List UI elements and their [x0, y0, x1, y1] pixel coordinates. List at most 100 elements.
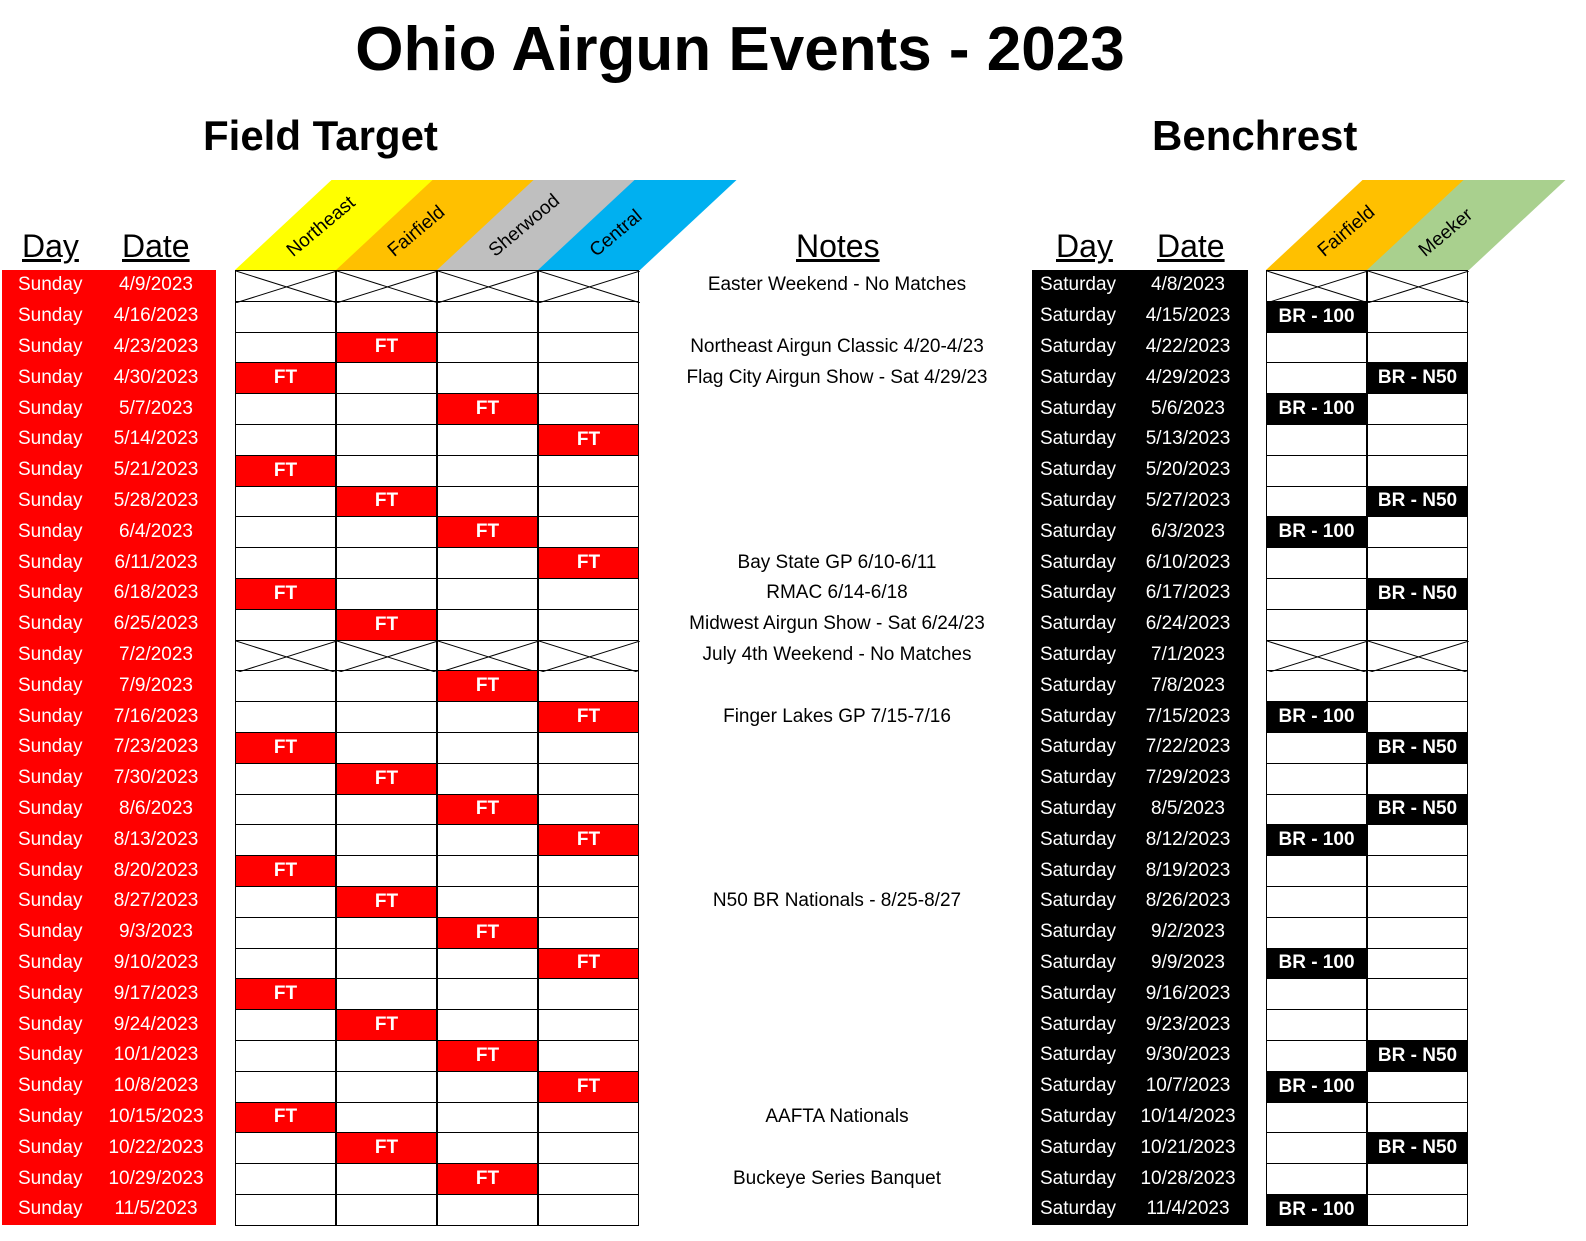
page-title: Ohio Airgun Events - 2023 [355, 15, 1125, 84]
ft-date: 10/29/2023 [108, 1167, 204, 1189]
br-day: Saturday [1040, 859, 1117, 881]
ft-day: Sunday [18, 736, 83, 758]
ft-date: 8/20/2023 [113, 859, 199, 881]
br-day: Saturday [1040, 643, 1117, 665]
ft-date: 8/13/2023 [113, 828, 199, 850]
br-match-cell: BR - N50 [1367, 1040, 1468, 1072]
br-empty-cell [1266, 886, 1367, 918]
br-date: 8/19/2023 [1145, 859, 1231, 881]
ft-match-cell: FT [538, 701, 639, 733]
br-date: 7/15/2023 [1145, 705, 1231, 727]
br-empty-cell [1367, 608, 1468, 641]
br-empty-cell [1367, 454, 1468, 487]
event-note: Buckeye Series Banquet [732, 1167, 942, 1189]
br-date: 9/9/2023 [1151, 951, 1225, 973]
ft-date: 6/11/2023 [114, 551, 198, 573]
br-empty-cell [1266, 331, 1367, 364]
br-date: 10/21/2023 [1140, 1136, 1236, 1158]
ft-empty-cell [437, 1132, 538, 1165]
ft-empty-cell [336, 947, 437, 980]
br-empty-cell [1367, 1070, 1468, 1103]
ft-empty-cell [538, 578, 639, 610]
br-date: 9/23/2023 [1145, 1013, 1231, 1035]
br-empty-cell [1266, 1163, 1367, 1195]
ft-day: Sunday [18, 397, 83, 419]
br-date: 8/26/2023 [1145, 890, 1231, 912]
ft-match-cell: FT [336, 331, 437, 364]
ft-day: Sunday [18, 582, 83, 604]
ft-date: 7/23/2023 [113, 736, 199, 758]
br-day-header: Day [1056, 228, 1113, 264]
ft-closed-cell [538, 639, 640, 673]
ft-match-cell: FT [235, 454, 336, 487]
br-day: Saturday [1040, 366, 1117, 388]
ft-empty-cell [437, 1194, 538, 1226]
br-date: 4/15/2023 [1145, 305, 1231, 327]
ft-empty-cell [235, 762, 336, 795]
ft-day: Sunday [18, 643, 83, 665]
br-match-cell: BR - 100 [1266, 701, 1367, 733]
ft-empty-cell [336, 424, 437, 456]
br-match-cell: BR - N50 [1367, 793, 1468, 826]
ft-empty-cell [336, 824, 437, 857]
ft-empty-cell [235, 793, 336, 826]
ft-date: 6/4/2023 [119, 520, 193, 542]
ft-empty-cell [437, 947, 538, 980]
ft-date: 10/22/2023 [108, 1136, 204, 1158]
br-empty-cell [1367, 701, 1468, 733]
br-date: 10/7/2023 [1145, 1075, 1231, 1097]
br-day: Saturday [1040, 1013, 1117, 1035]
br-day: Saturday [1040, 1075, 1117, 1097]
ft-empty-cell [336, 916, 437, 949]
br-empty-cell [1266, 547, 1367, 579]
ft-empty-cell [336, 454, 437, 487]
ft-date: 5/14/2023 [113, 428, 199, 450]
br-empty-cell [1367, 393, 1468, 425]
br-match-cell: BR - 100 [1266, 516, 1367, 549]
ft-empty-cell [235, 516, 336, 549]
br-day: Saturday [1040, 767, 1117, 789]
ft-match-cell: FT [235, 578, 336, 610]
ft-empty-cell [336, 578, 437, 610]
ft-empty-cell [235, 886, 336, 918]
benchrest-title: Benchrest [1152, 112, 1358, 159]
ft-match-cell: FT [437, 393, 538, 425]
br-day: Saturday [1040, 1105, 1117, 1127]
br-day: Saturday [1040, 705, 1117, 727]
ft-empty-cell [235, 393, 336, 425]
ft-day: Sunday [18, 613, 83, 635]
br-date: 4/29/2023 [1145, 366, 1231, 388]
ft-date: 7/16/2023 [113, 705, 199, 727]
event-note: Finger Lakes GP 7/15-7/16 [723, 705, 951, 727]
br-empty-cell [1367, 300, 1468, 333]
ft-empty-cell [336, 701, 437, 733]
ft-date: 8/6/2023 [119, 797, 193, 819]
ft-day: Sunday [18, 1105, 83, 1127]
ft-match-cell: FT [235, 362, 336, 395]
ft-date: 9/24/2023 [113, 1013, 199, 1035]
br-match-cell: BR - N50 [1367, 578, 1468, 610]
br-day: Saturday [1040, 489, 1117, 511]
ft-empty-cell [235, 1194, 336, 1226]
ft-empty-cell [437, 762, 538, 795]
br-empty-cell [1367, 762, 1468, 795]
ft-empty-cell [437, 701, 538, 733]
ft-empty-cell [437, 485, 538, 518]
ft-empty-cell [538, 855, 639, 887]
br-date: 7/22/2023 [1145, 736, 1231, 758]
br-date: 7/8/2023 [1151, 674, 1225, 696]
br-day: Saturday [1040, 459, 1117, 481]
ft-empty-cell [538, 886, 639, 918]
ft-empty-cell [538, 1009, 639, 1041]
br-date: 6/10/2023 [1145, 551, 1231, 573]
br-day: Saturday [1040, 428, 1117, 450]
br-match-cell: BR - 100 [1266, 1070, 1367, 1103]
ft-match-cell: FT [336, 485, 437, 518]
ft-empty-cell [437, 578, 538, 610]
ft-date: 4/16/2023 [113, 305, 199, 327]
ft-empty-cell [336, 1101, 437, 1134]
ft-empty-cell [538, 978, 639, 1011]
br-empty-cell [1367, 547, 1468, 579]
br-empty-cell [1367, 331, 1468, 364]
event-note: AAFTA Nationals [765, 1105, 909, 1127]
